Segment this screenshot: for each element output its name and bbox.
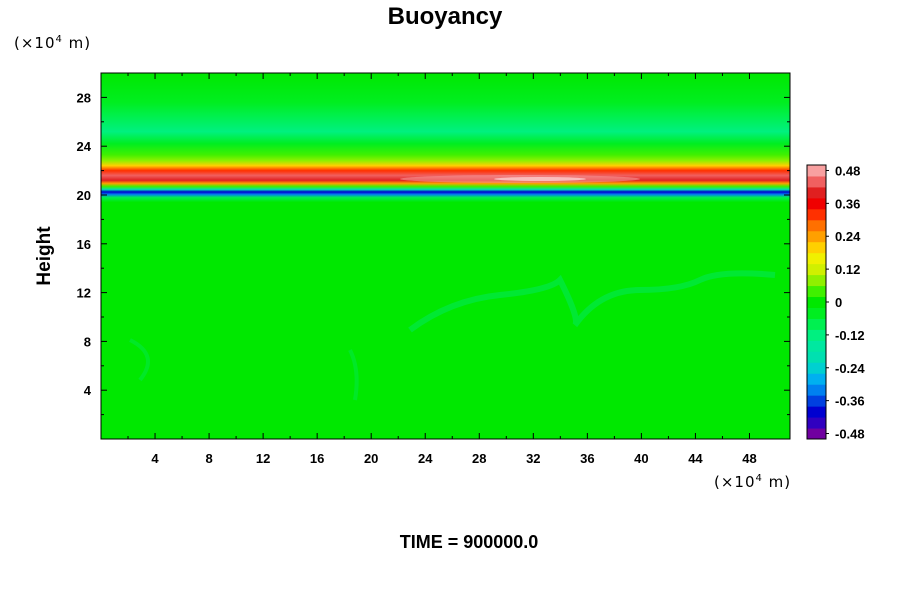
colorbar-swatch [807, 219, 826, 232]
y-tick-label: 20 [77, 188, 91, 203]
y-tick-label: 24 [77, 139, 92, 154]
colorbar-label: -0.48 [835, 427, 865, 442]
y-unit-power: 4 [56, 34, 63, 45]
colorbar-swatch [807, 417, 826, 429]
x-tick-label: 44 [688, 451, 703, 466]
colorbar-swatch [807, 406, 826, 418]
colorbar-swatch [807, 241, 826, 254]
colorbar-swatch [807, 208, 826, 221]
y-tick-label: 16 [77, 237, 91, 252]
buoyancy-field [101, 73, 790, 439]
y-tick-label: 12 [77, 286, 91, 301]
x-tick-label: 4 [151, 451, 159, 466]
y-unit-prefix: (×10 [14, 34, 56, 52]
colorbar-label: 0 [835, 295, 842, 310]
time-label: TIME = 900000.0 [400, 532, 539, 552]
y-tick-label: 8 [84, 334, 91, 349]
colorbar-label: -0.24 [835, 361, 865, 376]
colorbar-swatch [807, 340, 826, 352]
colorbar-swatch [807, 307, 826, 319]
colorbar-label: 0.12 [835, 262, 860, 277]
colorbar [806, 164, 827, 440]
x-tick-label: 20 [364, 451, 378, 466]
colorbar-swatch [807, 175, 826, 188]
colorbar-swatch [807, 197, 826, 210]
plot-frame [100, 72, 791, 440]
x-tick-label: 28 [472, 451, 486, 466]
colorbar-label: -0.36 [835, 394, 865, 409]
y-tick-label: 28 [77, 90, 91, 105]
colorbar-swatch [807, 296, 826, 308]
colorbar-swatch [807, 274, 826, 287]
colorbar-swatch [807, 285, 826, 298]
x-unit-suffix: m) [763, 473, 791, 491]
x-tick-label: 32 [526, 451, 540, 466]
colorbar-swatch [807, 263, 826, 276]
colorbar-swatch [807, 384, 826, 396]
colorbar-swatch [807, 318, 826, 330]
colorbar-swatch [807, 165, 826, 177]
y-axis-label: Height [34, 226, 55, 286]
peak-band [400, 175, 640, 183]
colorbar-labels: 0.48 0.36 0.24 0.12 0 -0.12 -0.24 -0.36 -0.48 [826, 163, 865, 442]
low-level-feature [408, 270, 776, 333]
colorbar-swatch [807, 395, 826, 407]
colorbar-label: 0.36 [835, 196, 860, 211]
x-tick-label: 36 [580, 451, 594, 466]
colorbar-swatch [807, 362, 826, 374]
chart-title: Buoyancy [388, 3, 503, 30]
x-unit-power: 4 [756, 473, 763, 484]
y-unit-suffix: m) [63, 34, 91, 52]
x-tick-label: 24 [418, 451, 433, 466]
colorbar-swatch [807, 230, 826, 243]
x-unit-prefix: (×10 [714, 473, 756, 491]
colorbar-swatch [807, 351, 826, 363]
y-axis-ticks: 4 8 12 16 20 24 28 [77, 90, 790, 416]
y-tick-label: 4 [84, 383, 92, 398]
x-axis-unit: (×104 m) [714, 473, 791, 491]
colorbar-swatch [807, 186, 826, 199]
colorbar-label: 0.24 [835, 229, 861, 244]
x-axis-ticks: 4 8 12 16 20 24 28 32 36 40 44 48 [127, 73, 757, 466]
x-tick-label: 40 [634, 451, 648, 466]
colorbar-swatch [807, 373, 826, 385]
x-tick-label: 8 [205, 451, 212, 466]
x-tick-label: 16 [310, 451, 324, 466]
y-axis-unit: (×104 m) [14, 34, 91, 52]
low-level-feature-2 [129, 338, 359, 401]
x-tick-label: 48 [742, 451, 756, 466]
colorbar-label: 0.48 [835, 163, 860, 178]
field-features [129, 175, 776, 401]
colorbar-swatch [807, 252, 826, 265]
colorbar-swatch [807, 329, 826, 341]
x-tick-label: 12 [256, 451, 270, 466]
colorbar-swatch [807, 428, 826, 440]
colorbar-label: -0.12 [835, 328, 865, 343]
